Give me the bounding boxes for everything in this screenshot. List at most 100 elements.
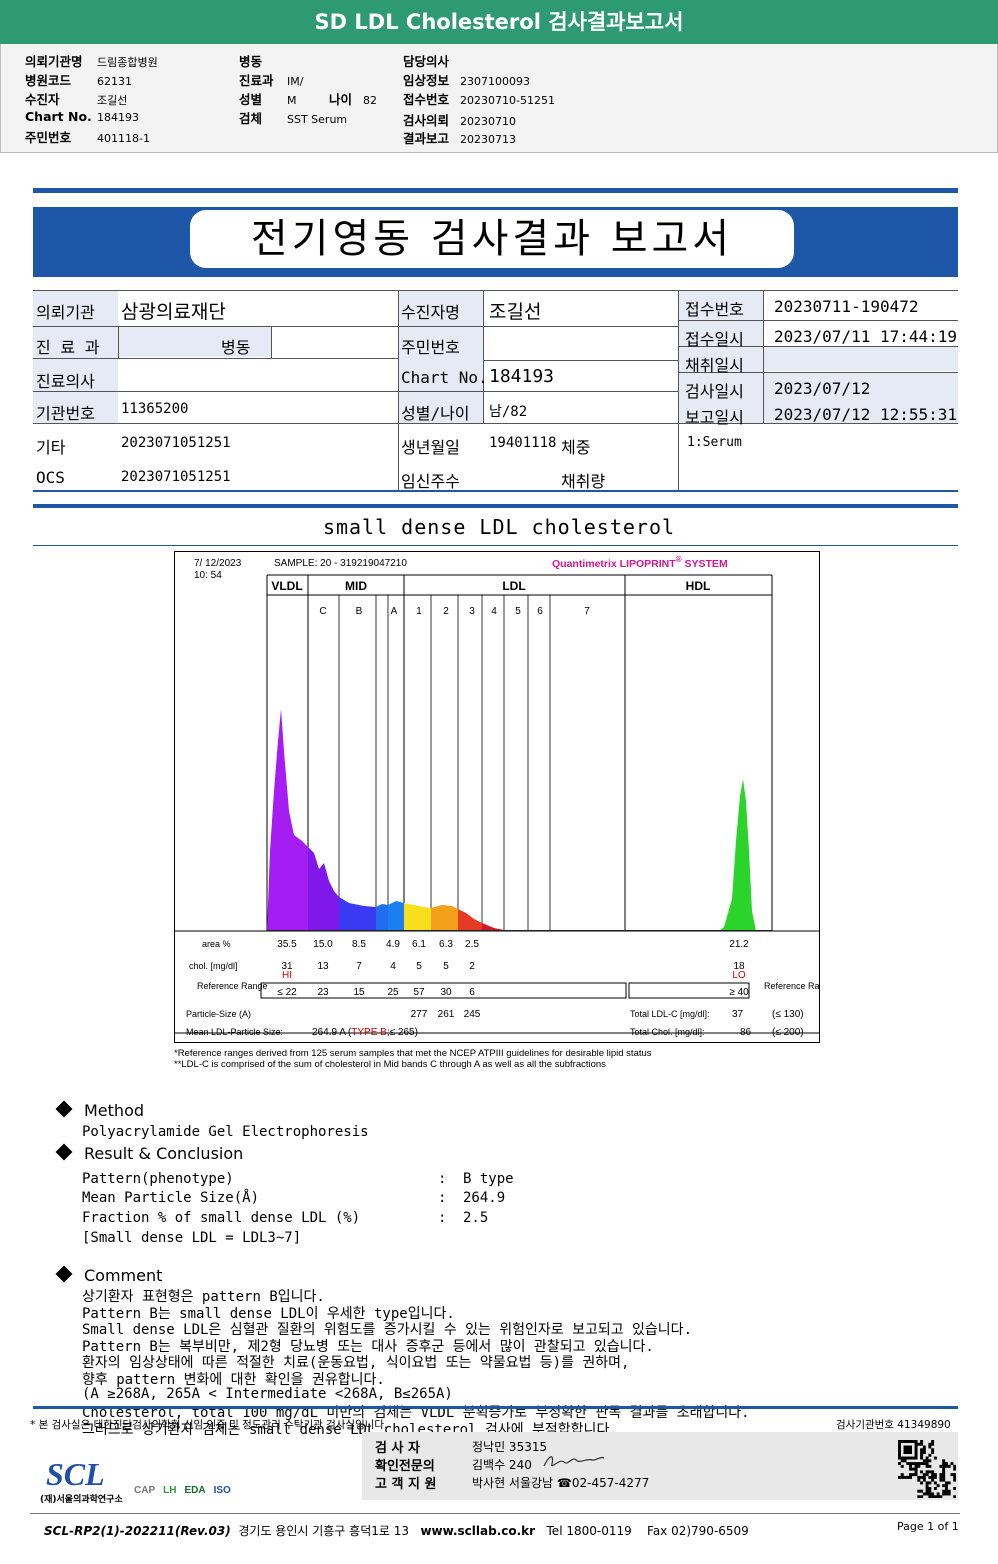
- peak-vldl: [267, 709, 308, 931]
- value-sex: M: [287, 94, 297, 107]
- cert-logos: CAP LH EDA ISO: [134, 1478, 239, 1497]
- area-value: 4.9: [386, 939, 400, 950]
- cert-logo-lh: LH: [163, 1485, 177, 1496]
- row-label-ref: Reference Range: [197, 981, 268, 991]
- tchol-ref: (≤ 200): [772, 1027, 804, 1038]
- label-institution-2: 의뢰기관: [36, 303, 95, 322]
- value-rrn: 401118-1: [97, 132, 150, 145]
- method-heading: Method: [55, 1100, 144, 1120]
- chart-title: small dense LDL cholesterol: [322, 515, 676, 539]
- label-chart-no-2: Chart No.: [401, 368, 488, 387]
- doctor-signature: [543, 1456, 605, 1467]
- cert-logo-eda: EDA: [184, 1485, 206, 1496]
- value-reception-no: 20230711-190472: [774, 297, 919, 316]
- ldlc-label: Total LDL-C [mg/dl]:: [630, 1009, 710, 1019]
- tchol-value: 86: [740, 1027, 752, 1038]
- confirm-value: 김백수 240: [472, 1458, 532, 1472]
- area-value: 21.2: [729, 939, 749, 950]
- chol-value: 13: [317, 961, 329, 972]
- band-label-c: C: [319, 606, 326, 617]
- lipoprint-chart: 7/ 12/2023 10: 54 SAMPLE: 20 - 319219047…: [174, 551, 820, 1043]
- band-label-1: 1: [416, 606, 422, 617]
- tester-value: 정낙민 35315: [472, 1440, 548, 1454]
- ref-value: 30: [440, 987, 452, 998]
- group-label-mid: MID: [345, 579, 367, 593]
- result-label-size: Mean Particle Size(Å): [82, 1190, 260, 1206]
- comment-line: 환자의 임상상태에 따른 적절한 치료(운동요법, 식이요법 또는 약물요법 등…: [82, 1355, 630, 1372]
- value-inst-no: 11365200: [121, 401, 189, 417]
- chart-sample: SAMPLE: 20 - 319219047210: [274, 558, 407, 569]
- peak-hdl: [719, 779, 756, 931]
- peak-band-b: [339, 897, 376, 931]
- chol-value: 2: [469, 961, 475, 972]
- label-hospital-code: 병원코드: [25, 73, 72, 88]
- chart-brand: Quantimetrix LIPOPRINT® SYSTEM: [552, 555, 728, 570]
- label-pregnancy: 임신주수: [401, 472, 460, 491]
- chol-value: 4: [390, 961, 396, 972]
- group-label-vldl: VLDL: [271, 579, 302, 593]
- value-patient-name: 조길선: [489, 301, 542, 323]
- ref-value: 23: [317, 987, 329, 998]
- value-etc: 2023071051251: [121, 435, 231, 451]
- comment-heading: Comment: [55, 1265, 162, 1285]
- band-label-2: 2: [443, 606, 449, 617]
- label-reception-date: 접수일시: [685, 330, 744, 349]
- result-note: [Small dense LDL = LDL3~7]: [82, 1230, 302, 1246]
- chart-footnote-1: *Reference ranges derived from 125 serum…: [174, 1048, 652, 1059]
- flag-hdl: LO: [732, 970, 746, 981]
- row-label-area: area %: [202, 939, 231, 949]
- label-sex: 성별: [239, 92, 263, 107]
- diamond-bullet-icon: [55, 1100, 73, 1118]
- area-value: 15.0: [313, 939, 333, 950]
- value-dept-2: 병동: [221, 338, 251, 357]
- label-chart-no: Chart No.: [25, 109, 92, 124]
- label-volume: 채취량: [561, 472, 606, 491]
- value-chart-no-2: 184193: [489, 366, 555, 387]
- ref-value: ≥ 40: [729, 987, 749, 998]
- result-value-size: 264.9: [463, 1190, 506, 1206]
- value-ocs: 2023071051251: [121, 469, 231, 485]
- label-doctor: 담당의사: [403, 54, 450, 69]
- value-institution: 드림종합병원: [97, 56, 158, 69]
- value-birth: 19401118: [489, 435, 557, 451]
- support-label: 고 객 지 원: [375, 1477, 437, 1492]
- label-patient: 수진자: [25, 92, 60, 107]
- peak-band-a2: [388, 901, 404, 931]
- area-value: 35.5: [277, 939, 297, 950]
- comment-line: 향후 pattern 변화에 대한 확인을 권유합니다.: [82, 1372, 385, 1388]
- label-rrn: 주민번호: [25, 130, 72, 145]
- ldlc-ref: (≤ 130): [772, 1009, 804, 1020]
- label-weight: 체중: [561, 438, 591, 457]
- row-label-particle-size: Particle-Size (A): [186, 1009, 251, 1019]
- label-result-report: 결과보고: [403, 131, 450, 146]
- band-label-b: B: [356, 606, 363, 617]
- ref-value: 57: [413, 987, 425, 998]
- chol-value: 5: [443, 961, 449, 972]
- label-dept-2: 진 료 과: [36, 338, 100, 357]
- report-title: 전기영동 검사결과 보고서: [190, 210, 794, 268]
- peak-ldl-4: [482, 923, 504, 931]
- label-report-date: 보고일시: [685, 408, 744, 427]
- label-reception: 접수번호: [403, 92, 450, 107]
- label-collect-date: 채취일시: [685, 356, 744, 375]
- comment-line: Small dense LDL은 심혈관 질환의 위험도를 증가시킬 수 있는 …: [82, 1322, 692, 1339]
- area-value: 6.1: [412, 939, 426, 950]
- ldlc-value: 37: [732, 1009, 744, 1020]
- label-etc: 기타: [36, 438, 66, 457]
- report-header-title: SD LDL Cholesterol 검사결과보고서: [0, 0, 998, 44]
- chol-value: 7: [356, 961, 362, 972]
- band-label-4: 4: [491, 606, 497, 617]
- signature-box: [362, 1432, 958, 1500]
- company-name: (재)서울의과학연구소: [40, 1495, 123, 1505]
- diamond-bullet-icon: [55, 1143, 73, 1161]
- comment-line: Cholesterol, total 100 mg/dL 미만의 검체는 VLD…: [82, 1405, 750, 1422]
- label-clinical: 임상정보: [403, 73, 450, 88]
- label-sex-age: 성별/나이: [401, 404, 470, 423]
- band-top-line: [33, 188, 958, 193]
- peak-ldl-1: [404, 903, 431, 931]
- value-test-date: 2023/07/12: [774, 379, 871, 398]
- chol-value: 5: [416, 961, 422, 972]
- value-request: 20230710: [460, 115, 516, 128]
- result-label-fraction: Fraction % of small dense LDL (%): [82, 1210, 361, 1226]
- peak-ldl-3: [458, 909, 482, 931]
